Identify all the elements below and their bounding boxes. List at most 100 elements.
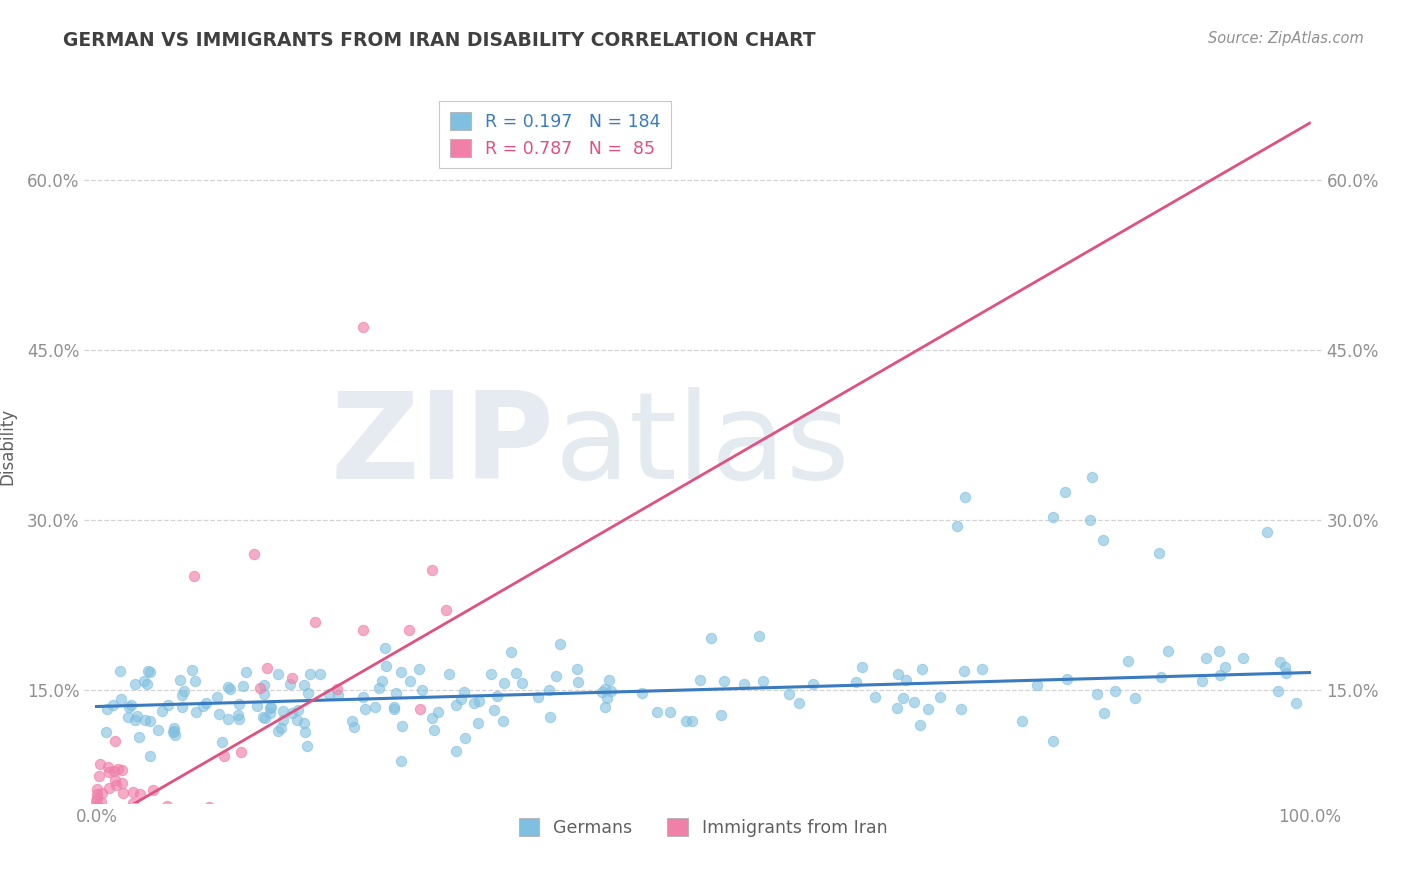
Point [86,794,108,808]
Point [463,696,485,710]
Point [211,735,233,749]
Point [139,665,162,680]
Point [538,682,561,697]
Point [124,822,146,836]
Point [205,690,228,704]
Point [295,739,318,754]
Point [121,785,143,799]
Point [1123,691,1146,706]
Point [105,778,128,792]
Y-axis label: Disability: Disability [0,408,15,484]
Point [231,745,253,759]
Point [1274,660,1296,674]
Point [1209,668,1232,682]
Point [217,713,239,727]
Point [96,702,118,716]
Point [146,819,169,833]
Point [267,667,290,681]
Point [953,490,976,504]
Point [157,698,180,712]
Point [181,664,204,678]
Point [778,686,800,700]
Point [256,661,278,675]
Point [548,637,571,651]
Point [326,682,349,697]
Point [271,713,294,727]
Point [352,623,374,637]
Point [1285,696,1308,710]
Point [110,830,132,844]
Point [887,666,910,681]
Point [917,702,939,716]
Point [253,678,276,692]
Point [389,665,412,679]
Point [385,686,408,700]
Point [281,672,304,686]
Point [90,801,112,815]
Point [710,708,733,723]
Point [444,698,467,713]
Point [659,705,682,719]
Text: GERMAN VS IMMIGRANTS FROM IRAN DISABILITY CORRELATION CHART: GERMAN VS IMMIGRANTS FROM IRAN DISABILIT… [63,31,815,50]
Point [118,814,141,828]
Point [352,690,374,704]
Point [713,673,735,688]
Point [246,699,269,714]
Point [86,810,108,824]
Point [278,677,301,691]
Point [1275,665,1298,680]
Point [675,714,697,728]
Point [132,830,155,844]
Point [505,666,527,681]
Point [1191,673,1213,688]
Point [90,795,112,809]
Point [86,830,108,844]
Point [326,688,349,702]
Point [292,716,315,731]
Point [191,699,214,714]
Point [127,708,149,723]
Point [89,756,111,771]
Point [546,669,568,683]
Point [86,830,108,844]
Point [1078,513,1101,527]
Point [198,799,221,814]
Point [949,702,972,716]
Point [600,684,623,698]
Point [492,714,515,729]
Point [681,714,703,728]
Point [281,706,304,721]
Point [103,698,125,713]
Point [90,830,112,844]
Point [89,830,111,844]
Point [689,673,711,687]
Point [803,677,825,691]
Point [593,699,616,714]
Point [86,814,108,829]
Point [891,691,914,706]
Point [156,798,179,813]
Point [121,827,143,841]
Point [136,677,159,691]
Point [138,665,160,679]
Point [121,796,143,810]
Point [96,725,118,739]
Point [411,682,433,697]
Point [294,724,316,739]
Point [423,723,446,737]
Point [139,749,162,764]
Point [243,547,266,561]
Point [86,808,108,822]
Point [173,684,195,698]
Point [89,830,111,844]
Point [1081,470,1104,484]
Point [134,713,156,727]
Point [382,699,405,714]
Point [946,518,969,533]
Point [195,696,218,710]
Point [1011,714,1033,728]
Legend: Germans, Immigrants from Iran: Germans, Immigrants from Iran [512,812,894,844]
Point [259,706,281,720]
Point [228,707,250,722]
Point [103,764,125,778]
